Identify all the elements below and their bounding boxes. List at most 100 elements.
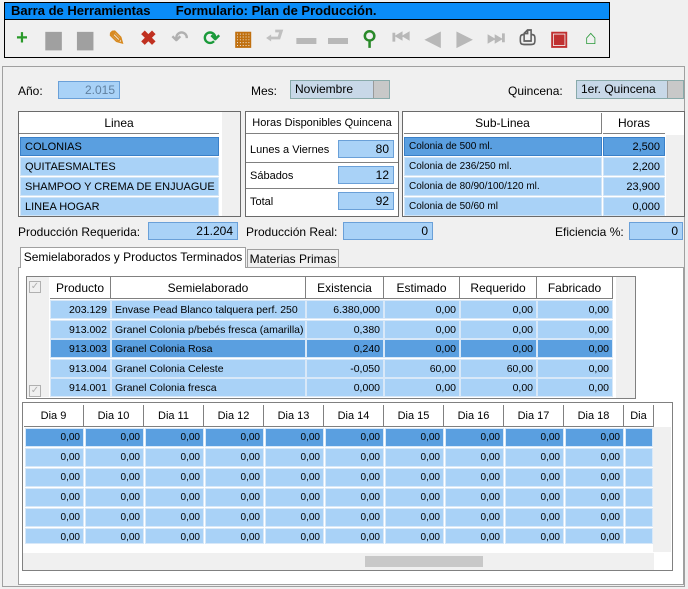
day-cell[interactable]: 0,00 xyxy=(205,488,264,507)
horas-row-value[interactable]: 12 xyxy=(338,166,394,184)
search-icon[interactable]: ⚲ xyxy=(362,27,377,50)
prod-req-field[interactable]: 21.204 xyxy=(148,222,238,240)
day-cell[interactable]: 0,00 xyxy=(565,488,624,507)
chevron-down-icon[interactable] xyxy=(667,81,683,98)
checkbox-icon[interactable]: ✓ xyxy=(29,385,41,397)
day-cell[interactable]: 0,00 xyxy=(205,528,264,544)
day-cell[interactable]: 0,00 xyxy=(505,468,564,487)
day-cell[interactable]: 0,00 xyxy=(385,428,444,447)
day-cell[interactable]: 0,00 xyxy=(25,488,84,507)
day-cell[interactable]: 0,00 xyxy=(385,468,444,487)
day-cell[interactable]: 0,00 xyxy=(145,448,204,467)
products-grid-scrollbar[interactable] xyxy=(616,277,635,398)
day-cell[interactable]: 0,00 xyxy=(265,488,324,507)
day-cell[interactable]: 0,00 xyxy=(565,508,624,527)
day-cell[interactable]: 0,00 xyxy=(445,528,504,544)
sublinea-item[interactable]: Colonia de 500 ml. xyxy=(404,137,602,156)
horas-row-value[interactable]: 80 xyxy=(338,140,394,158)
horas-row-value[interactable]: 92 xyxy=(338,192,394,210)
print-icon[interactable]: ⎙ xyxy=(519,26,536,49)
grid-cell[interactable]: 0,00 xyxy=(384,300,460,319)
day-cell[interactable]: 0,00 xyxy=(85,468,144,487)
grid-cell[interactable]: 0,00 xyxy=(537,300,613,319)
linea-item[interactable]: COLONIAS xyxy=(20,137,219,156)
back-icon[interactable]: ⮐ xyxy=(265,25,284,47)
day-cell[interactable] xyxy=(625,488,653,507)
day-cell[interactable]: 0,00 xyxy=(325,428,384,447)
next-icon[interactable]: ▶ xyxy=(456,27,473,50)
eficiencia-field[interactable]: 0 xyxy=(629,222,683,240)
anio-field[interactable]: 2.015 xyxy=(58,81,120,99)
day-cell[interactable]: 0,00 xyxy=(25,468,84,487)
save-as-icon[interactable]: ▆ xyxy=(77,27,93,50)
grid-cell[interactable]: 0,00 xyxy=(537,378,613,397)
day-cell[interactable]: 0,00 xyxy=(265,468,324,487)
linea-scrollbar[interactable] xyxy=(222,112,240,216)
prev-icon[interactable]: ◀ xyxy=(425,27,441,50)
day-cell[interactable]: 0,00 xyxy=(385,508,444,527)
grid-cell[interactable]: 0,240 xyxy=(306,339,384,358)
home-icon[interactable]: ⌂ xyxy=(584,26,597,49)
grid-cell[interactable]: 60,00 xyxy=(384,358,460,378)
day-cell[interactable]: 0,00 xyxy=(145,508,204,527)
days-grid-vscroll[interactable] xyxy=(653,427,671,552)
prod-real-field[interactable]: 0 xyxy=(343,222,433,240)
day-cell[interactable]: 0,00 xyxy=(265,528,324,544)
grid-cell[interactable]: 0,00 xyxy=(384,339,460,358)
day-cell[interactable]: 0,00 xyxy=(25,428,84,447)
day-cell[interactable]: 0,00 xyxy=(445,468,504,487)
grid-cell[interactable]: 6.380,000 xyxy=(306,300,384,319)
day-cell[interactable]: 0,00 xyxy=(445,508,504,527)
day-cell[interactable]: 0,00 xyxy=(325,468,384,487)
sublinea-item[interactable]: Colonia de 50/60 ml xyxy=(404,197,602,216)
grid-cell[interactable]: 0,00 xyxy=(384,378,460,397)
sublinea-horas[interactable]: 2,500 xyxy=(603,137,665,156)
sublinea-item[interactable]: Colonia de 236/250 ml. xyxy=(404,157,602,176)
sublinea-horas[interactable]: 2,200 xyxy=(603,157,665,176)
day-cell[interactable] xyxy=(625,428,653,447)
sublinea-horas[interactable]: 23,900 xyxy=(603,177,665,196)
mes-select[interactable]: Noviembre xyxy=(290,80,390,99)
day-cell[interactable]: 0,00 xyxy=(145,428,204,447)
day-cell[interactable]: 0,00 xyxy=(565,428,624,447)
day-cell[interactable]: 0,00 xyxy=(25,508,84,527)
grid-cell[interactable]: Envase Pead Blanco talquera perf. 250 xyxy=(111,300,306,319)
day-cell[interactable]: 0,00 xyxy=(265,508,324,527)
day-cell[interactable]: 0,00 xyxy=(205,508,264,527)
disabled-icon[interactable]: ▬ xyxy=(328,26,348,49)
day-cell[interactable]: 0,00 xyxy=(205,468,264,487)
delete-icon[interactable]: ✖ xyxy=(140,27,157,50)
tab-materias-primas[interactable]: Materias Primas xyxy=(247,249,339,268)
quincena-select[interactable]: 1er. Quincena xyxy=(576,80,684,99)
day-cell[interactable]: 0,00 xyxy=(445,448,504,467)
day-cell[interactable]: 0,00 xyxy=(505,488,564,507)
grid-cell[interactable]: 913.003 xyxy=(50,339,111,358)
grid-cell[interactable]: 0,00 xyxy=(460,319,537,339)
refresh-icon[interactable]: ⟳ xyxy=(203,27,220,50)
chevron-down-icon[interactable] xyxy=(373,81,389,98)
first-icon[interactable]: ⏮ xyxy=(392,26,411,49)
day-cell[interactable] xyxy=(625,448,653,467)
day-cell[interactable]: 0,00 xyxy=(325,488,384,507)
day-cell[interactable]: 0,00 xyxy=(85,448,144,467)
grid-cell[interactable]: Granel Colonia p/bebés fresca (amarilla) xyxy=(111,319,306,339)
day-cell[interactable]: 0,00 xyxy=(325,508,384,527)
days-grid-hscroll[interactable] xyxy=(23,553,654,570)
day-cell[interactable]: 0,00 xyxy=(25,448,84,467)
checkbox-icon[interactable]: ✓ xyxy=(29,281,41,293)
film-icon[interactable]: ▦ xyxy=(233,27,253,50)
day-cell[interactable]: 0,00 xyxy=(325,528,384,544)
gift-icon[interactable]: ▣ xyxy=(549,27,569,50)
grid-cell[interactable]: 0,00 xyxy=(460,378,537,397)
grid-cell[interactable]: 0,00 xyxy=(537,358,613,378)
day-cell[interactable]: 0,00 xyxy=(85,488,144,507)
day-cell[interactable]: 0,00 xyxy=(445,488,504,507)
day-cell[interactable]: 0,00 xyxy=(385,528,444,544)
grid-cell[interactable]: 0,00 xyxy=(537,319,613,339)
hscroll-thumb[interactable] xyxy=(365,556,483,567)
day-cell[interactable]: 0,00 xyxy=(265,428,324,447)
day-cell[interactable]: 0,00 xyxy=(565,448,624,467)
sublinea-item[interactable]: Colonia de 80/90/100/120 ml. xyxy=(404,177,602,196)
day-cell[interactable] xyxy=(625,528,653,544)
day-cell[interactable]: 0,00 xyxy=(505,508,564,527)
